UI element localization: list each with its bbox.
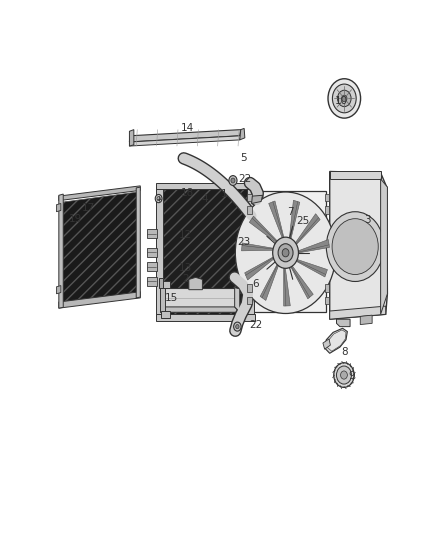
Circle shape (336, 366, 351, 384)
Text: 5: 5 (240, 154, 247, 163)
Polygon shape (147, 262, 157, 271)
Polygon shape (161, 311, 170, 318)
Polygon shape (160, 288, 235, 307)
Polygon shape (336, 319, 350, 327)
Polygon shape (330, 172, 387, 319)
Circle shape (278, 244, 293, 262)
Circle shape (326, 212, 384, 281)
Circle shape (332, 84, 356, 113)
Polygon shape (330, 306, 386, 319)
Polygon shape (327, 330, 346, 351)
Text: 1: 1 (221, 189, 228, 199)
Text: 10: 10 (335, 96, 348, 106)
Polygon shape (251, 195, 262, 204)
Text: 12: 12 (179, 230, 192, 240)
Circle shape (341, 371, 347, 379)
Circle shape (231, 178, 235, 183)
Polygon shape (247, 297, 251, 304)
Polygon shape (57, 286, 61, 294)
Polygon shape (130, 130, 241, 142)
Polygon shape (249, 216, 279, 244)
Polygon shape (330, 172, 381, 179)
Polygon shape (268, 201, 285, 241)
Polygon shape (156, 314, 255, 321)
Circle shape (229, 175, 237, 185)
Polygon shape (160, 307, 240, 312)
Polygon shape (156, 183, 255, 189)
Polygon shape (156, 187, 162, 317)
Polygon shape (57, 204, 61, 212)
Circle shape (157, 197, 160, 200)
Polygon shape (325, 328, 347, 353)
Polygon shape (293, 214, 320, 247)
Text: 17: 17 (81, 204, 95, 213)
Polygon shape (59, 186, 140, 200)
Circle shape (332, 219, 378, 274)
Polygon shape (325, 194, 329, 201)
Polygon shape (160, 189, 250, 314)
Polygon shape (260, 262, 279, 301)
Polygon shape (59, 194, 63, 308)
Polygon shape (323, 339, 330, 349)
Polygon shape (247, 284, 251, 292)
Polygon shape (247, 187, 254, 317)
Circle shape (236, 325, 239, 329)
Text: 2: 2 (182, 273, 189, 284)
Text: 15: 15 (165, 293, 179, 303)
Circle shape (328, 79, 360, 118)
Polygon shape (159, 278, 163, 288)
Polygon shape (284, 265, 290, 306)
Polygon shape (61, 192, 138, 306)
Polygon shape (161, 281, 170, 288)
Polygon shape (240, 128, 245, 140)
Polygon shape (381, 179, 387, 314)
Polygon shape (325, 297, 329, 304)
Text: 4: 4 (201, 193, 208, 204)
Polygon shape (247, 194, 251, 201)
Polygon shape (235, 288, 240, 312)
Polygon shape (189, 277, 202, 290)
Polygon shape (147, 229, 157, 238)
Text: 9: 9 (349, 371, 355, 381)
Text: 13: 13 (179, 263, 192, 273)
Polygon shape (296, 239, 329, 253)
Circle shape (342, 95, 347, 102)
Text: 14: 14 (180, 123, 194, 133)
Text: 22: 22 (249, 320, 263, 329)
Polygon shape (241, 243, 276, 251)
Polygon shape (130, 136, 241, 146)
Polygon shape (325, 206, 329, 214)
Polygon shape (360, 315, 372, 325)
Text: 3: 3 (364, 215, 371, 225)
Polygon shape (245, 256, 276, 280)
Polygon shape (248, 191, 326, 312)
Polygon shape (59, 292, 140, 308)
Polygon shape (160, 288, 165, 312)
Polygon shape (247, 206, 251, 214)
Circle shape (155, 195, 162, 203)
Text: 18: 18 (180, 188, 194, 198)
Text: 22: 22 (238, 174, 251, 184)
Circle shape (282, 248, 289, 257)
Circle shape (338, 90, 351, 107)
Polygon shape (136, 187, 140, 298)
Text: 23: 23 (237, 238, 251, 247)
Circle shape (235, 192, 336, 313)
Polygon shape (325, 284, 329, 292)
Polygon shape (289, 200, 300, 242)
Circle shape (334, 363, 354, 387)
Polygon shape (147, 248, 157, 257)
Text: 25: 25 (296, 216, 309, 226)
Text: 19: 19 (68, 214, 82, 224)
Text: 8: 8 (342, 347, 348, 357)
Polygon shape (130, 130, 134, 146)
Polygon shape (294, 259, 328, 277)
Text: 7: 7 (287, 207, 293, 217)
Polygon shape (147, 277, 157, 286)
Text: 6: 6 (252, 279, 259, 288)
Polygon shape (290, 263, 313, 299)
Circle shape (273, 237, 298, 268)
Circle shape (233, 322, 241, 331)
